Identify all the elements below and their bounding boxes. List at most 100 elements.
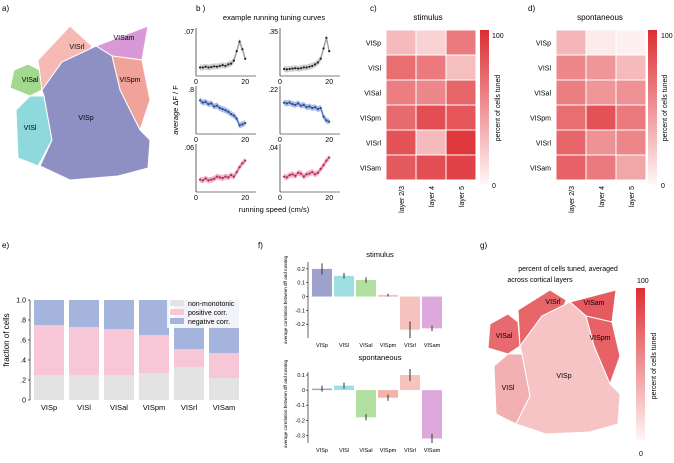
b-r2c1-xtick-20: 20 — [241, 137, 249, 144]
b-r3c1-point-0 — [198, 178, 202, 181]
b-r3c2-point-1 — [285, 176, 288, 179]
stim-heatmap-row-label-visal: VISal — [364, 91, 381, 98]
spon-corr-xlabel-vispm: VISpm — [380, 448, 397, 454]
b-r2c1-point-0 — [198, 99, 202, 102]
b-r2c1-point-1 — [201, 101, 204, 104]
stim-corr-xlabel-visrl: VISrl — [404, 343, 416, 349]
b-r2c2-point-7 — [302, 103, 305, 107]
spon-heatmap-cell-2-2 — [615, 79, 647, 106]
b-r3c1-xtick-0: 0 — [194, 195, 198, 202]
b-r1c2-xtick-20: 20 — [325, 79, 333, 86]
b-r1c1-point-7 — [218, 64, 221, 68]
stim-corr-bar-visal — [356, 279, 376, 297]
stim-corr-ytick-3: -0.1 — [296, 308, 305, 314]
spon-heatmap-cell-0-0 — [555, 29, 587, 56]
spon-corr-bar-visam — [422, 390, 442, 439]
stim-heatmap-cell-4-1 — [415, 129, 447, 156]
b-r2c2-point-0 — [282, 101, 286, 104]
spon-heatmap-cell-0-1 — [585, 29, 617, 56]
frac-bar-visp-0 — [34, 375, 64, 400]
b-r1c2-ytop: .35 — [268, 29, 278, 36]
b-r2c1-point-4 — [210, 102, 213, 105]
b-r1c1-point-5 — [213, 65, 216, 68]
area-label-visam: VISam — [113, 35, 134, 42]
panel-f-ylabel-stim: average correlation between dff and runn… — [283, 256, 288, 344]
frac-legend-label-1: positive corr. — [188, 310, 227, 317]
b-r1c1-point-16 — [244, 57, 247, 60]
panel-d-heatmap: VISp VISl VISal VISpm VISrl VISam layer 2/3 lay… — [530, 29, 647, 213]
frac-xlabel-visam: VISam — [213, 403, 236, 412]
b-r3c2-point-15 — [325, 159, 328, 162]
b-r3c2-point-8 — [305, 173, 308, 176]
b-r1c2-point-15 — [325, 36, 328, 39]
b-r2c1-ci-band — [200, 97, 246, 129]
panel-e-ylabel: fraction of cells — [2, 313, 11, 366]
stim-heatmap-cell-1-1 — [415, 54, 447, 81]
spon-corr-ytick-1: 0 — [302, 388, 305, 394]
panel-a-label: a) — [2, 4, 9, 13]
stim-heatmap-cell-3-2 — [445, 104, 477, 131]
spon-corr-ytick-2: -0.1 — [296, 403, 305, 409]
frac-bar-visal-1 — [104, 329, 134, 375]
b-r2c1-point-9 — [224, 109, 227, 112]
b-r1c2-point-0 — [282, 67, 286, 71]
panel-b-tuning-plots: .070 20.350 20.80 20.220 20.060 20.040 20 — [184, 28, 340, 202]
frac-legend-label-0: non-monotonic — [188, 301, 235, 308]
frac-ytick-4: .8 — [20, 318, 26, 325]
b-r3c1-ytop: .06 — [184, 145, 194, 152]
b-r2c1-point-3 — [207, 103, 210, 106]
b-r2c1-point-16 — [244, 122, 247, 125]
stim-heatmap-cell-1-2 — [445, 54, 477, 81]
frac-bar-visl-2 — [69, 300, 99, 327]
b-r1c2-point-6 — [299, 67, 303, 70]
b-r2c1-point-15 — [241, 123, 244, 126]
b-r3c2-ci-band — [284, 154, 330, 181]
b-r1c1-point-13 — [235, 50, 238, 53]
frac-bar-visl-0 — [69, 375, 99, 400]
panel-c-colorbar-bar — [480, 30, 489, 184]
stim-heatmap-row-label-visam: VISam — [360, 166, 381, 173]
b-r3c1-point-13 — [235, 170, 238, 174]
g-area-visp-shape — [515, 301, 621, 435]
panel-f-spon-title: spontaneous — [359, 353, 402, 362]
b-r1c1-point-2 — [204, 65, 207, 68]
b-r1c2-point-13 — [319, 57, 322, 60]
b-r1c2-point-9 — [308, 65, 311, 68]
panel-c-cbar-label: percent of cells tuned — [495, 75, 502, 142]
frac-xlabel-visp: VISp — [41, 403, 57, 412]
stim-corr-bar-visrl — [400, 296, 420, 330]
g-label-vispm: VISpm — [589, 335, 610, 342]
b-r2c1-point-14 — [238, 124, 241, 127]
spon-heatmap-cell-4-2 — [615, 129, 647, 156]
frac-legend-label-2: negative corr. — [188, 319, 230, 326]
frac-bar-visam-0 — [209, 378, 239, 400]
spon-corr-xlabel-visal: VISal — [359, 448, 372, 454]
panel-g-colorbar-bar — [636, 288, 645, 440]
stim-heatmap-cell-3-1 — [415, 104, 447, 131]
spon-heatmap-row-label-visam: VISam — [530, 166, 551, 173]
b-r2c2-point-12 — [316, 108, 319, 111]
b-r1c2-point-8 — [305, 66, 308, 69]
b-r2c1-point-5 — [213, 105, 216, 108]
b-r3c2-point-2 — [288, 173, 291, 177]
stim-heatmap-cell-5-0 — [385, 154, 417, 181]
b-r2c2-point-13 — [319, 106, 322, 110]
stim-heatmap-cell-3-0 — [385, 104, 417, 131]
panel-g-cbar-label: percent of cells tuned — [651, 333, 658, 400]
b-r3c2-point-6 — [299, 172, 303, 175]
frac-bar-visal-2 — [104, 300, 134, 329]
spon-heatmap-row-label-visl: VISl — [538, 66, 551, 73]
b-r1c1-point-12 — [232, 59, 235, 62]
g-label-visam: VISam — [583, 300, 604, 307]
spon-heatmap-cell-3-0 — [555, 104, 587, 131]
b-r3c1-point-1 — [201, 179, 204, 182]
frac-bar-visrl-1 — [174, 349, 204, 367]
panel-c-cbar-min: 0 — [492, 183, 496, 190]
b-r3c2-point-14 — [322, 164, 325, 167]
spon-heatmap-row-label-visal: VISal — [534, 91, 551, 98]
frac-xlabel-visal: VISal — [110, 403, 128, 412]
b-r1c2-point-11 — [313, 63, 317, 66]
frac-bar-visp-2 — [34, 300, 64, 325]
stim-corr-xlabel-visal: VISal — [359, 343, 372, 349]
